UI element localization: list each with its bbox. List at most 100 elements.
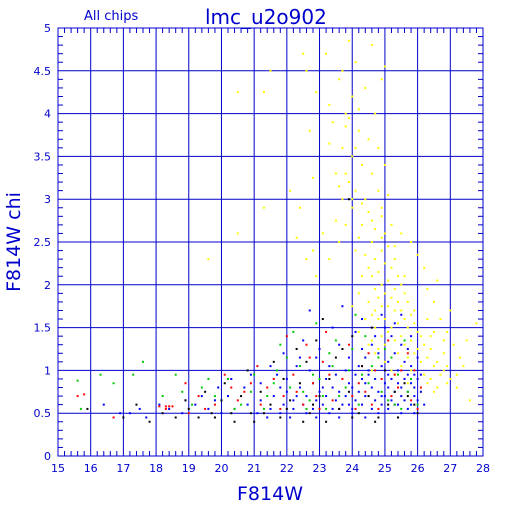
data-point: [347, 343, 350, 346]
data-point: [302, 52, 305, 55]
data-point: [249, 390, 252, 393]
data-point: [468, 399, 471, 402]
data-point: [315, 322, 318, 325]
data-point: [413, 373, 416, 376]
data-point: [400, 343, 403, 346]
data-point: [432, 300, 435, 303]
data-point: [410, 335, 413, 338]
data-point: [341, 403, 344, 406]
data-point: [390, 326, 393, 329]
data-point: [383, 292, 386, 295]
data-point: [387, 360, 390, 363]
data-point: [184, 382, 187, 385]
data-point: [272, 360, 275, 363]
data-point: [410, 339, 413, 342]
data-point: [308, 412, 311, 415]
data-point: [161, 395, 164, 398]
data-point: [380, 313, 383, 316]
data-point: [406, 326, 409, 329]
data-point: [364, 86, 367, 89]
data-point: [374, 112, 377, 115]
data-point: [351, 348, 354, 350]
data-point: [292, 399, 295, 402]
data-point: [135, 403, 138, 406]
data-point: [325, 420, 328, 423]
data-point: [393, 352, 396, 355]
data-point: [455, 386, 458, 389]
data-point: [416, 356, 419, 359]
data-point: [338, 241, 341, 243]
data-point: [383, 343, 386, 346]
data-point: [400, 407, 403, 410]
data-point: [351, 305, 354, 308]
data-point: [390, 266, 393, 269]
data-point: [230, 377, 233, 380]
data-point: [282, 395, 285, 398]
data-point: [344, 112, 347, 115]
data-point: [305, 412, 308, 415]
data-point: [364, 198, 367, 201]
data-point: [79, 407, 82, 410]
y-tick-label: 2: [44, 279, 51, 292]
data-point: [236, 232, 239, 235]
x-tick-label: 28: [476, 462, 490, 475]
data-point: [295, 365, 298, 368]
data-point: [197, 416, 200, 419]
data-point: [230, 386, 233, 389]
x-tick-label: 24: [345, 462, 359, 475]
data-point: [298, 356, 301, 359]
data-point: [419, 360, 422, 363]
data-point: [442, 369, 445, 372]
data-point: [246, 369, 249, 372]
data-point: [370, 365, 373, 368]
data-point: [370, 339, 373, 342]
data-point: [383, 395, 386, 398]
data-point: [413, 369, 416, 372]
data-point: [328, 373, 331, 376]
data-point: [328, 365, 331, 368]
data-point: [351, 155, 354, 158]
data-point: [328, 377, 331, 380]
data-point: [338, 416, 341, 419]
data-point: [387, 403, 390, 406]
data-point: [285, 390, 288, 393]
data-point: [347, 198, 350, 201]
data-point: [436, 386, 439, 389]
data-point: [413, 352, 416, 355]
data-point: [377, 270, 380, 273]
data-point: [181, 412, 184, 415]
data-point: [364, 395, 367, 398]
y-tick-label: 5: [44, 22, 51, 35]
data-point: [321, 318, 324, 321]
data-point: [377, 416, 380, 419]
data-point: [321, 395, 324, 398]
data-point: [289, 416, 292, 419]
x-tick-label: 22: [280, 462, 294, 475]
data-point: [223, 382, 226, 385]
data-point: [475, 322, 478, 325]
data-point: [393, 288, 396, 291]
data-point: [285, 335, 288, 338]
data-point: [138, 407, 141, 410]
data-point: [142, 360, 144, 363]
x-tick-label: 26: [411, 462, 425, 475]
data-point: [347, 369, 350, 372]
data-point: [380, 206, 383, 209]
data-point: [390, 377, 393, 380]
data-point: [377, 348, 380, 350]
data-point: [413, 309, 416, 312]
data-point: [220, 412, 223, 415]
data-point: [76, 379, 79, 382]
data-point: [383, 163, 386, 166]
data-point: [338, 390, 341, 393]
data-point: [459, 356, 462, 359]
data-point: [397, 352, 399, 355]
data-point: [312, 176, 314, 179]
data-point: [269, 365, 272, 368]
data-point: [380, 395, 383, 398]
data-point: [305, 360, 308, 363]
data-point: [370, 369, 373, 372]
data-point: [390, 335, 393, 338]
data-point: [380, 365, 383, 368]
data-point: [380, 78, 383, 81]
